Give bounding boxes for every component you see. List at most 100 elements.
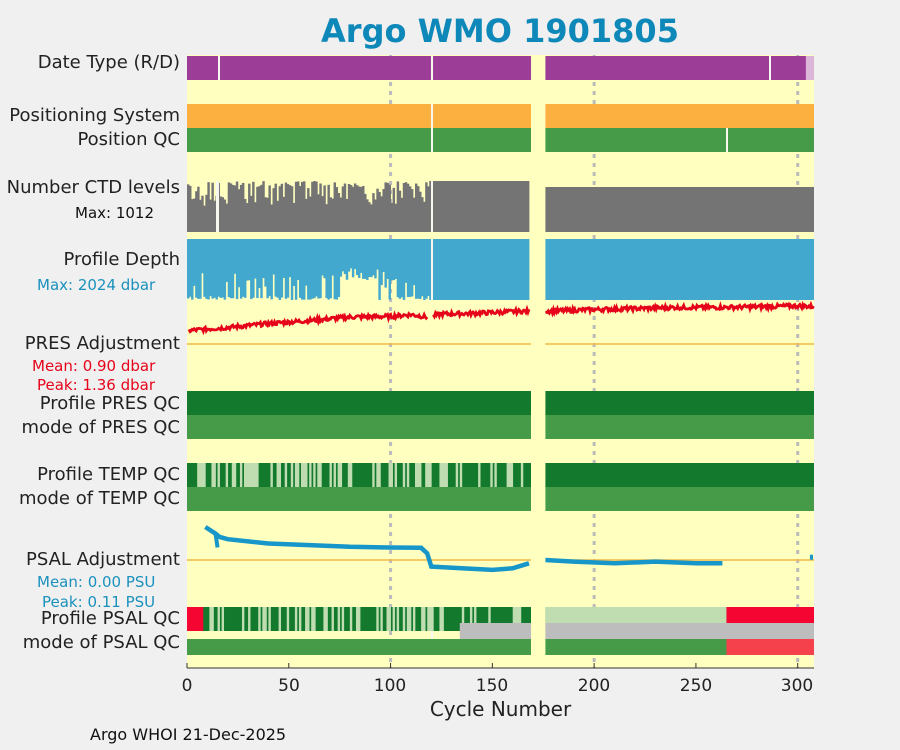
profile-depth-bar <box>235 239 239 300</box>
ctd-levels-bar <box>227 182 231 232</box>
psal-qc-stripe <box>248 607 251 631</box>
label-position-qc: Position QC <box>77 129 180 150</box>
ctd-levels-bar <box>201 195 204 232</box>
ctd-levels-bar <box>305 198 308 232</box>
profile-depth-bar <box>237 239 241 288</box>
profile-depth-bar <box>390 239 394 281</box>
label-profile-temp-qc: Profile TEMP QC <box>37 464 180 485</box>
ctd-levels-bar <box>317 194 320 232</box>
label-mode-pres-qc: mode of PRES QC <box>21 417 180 438</box>
data-gap-marker <box>431 181 433 232</box>
ctd-levels-bar <box>303 181 306 232</box>
ctd-levels-bar <box>482 181 485 232</box>
profile-depth-bar <box>362 239 365 279</box>
ctd-levels-bar <box>374 199 377 232</box>
profile-depth-bar <box>514 239 518 300</box>
profile-depth-bar <box>459 239 463 300</box>
ctd-levels-bar <box>309 196 312 232</box>
profile-depth-bar <box>512 239 516 300</box>
ctd-levels-bar <box>412 197 416 232</box>
profile-depth-bar <box>355 239 359 276</box>
ctd-levels-bar <box>445 181 448 232</box>
ctd-levels-bar <box>396 181 400 232</box>
profile-depth-bar <box>427 239 430 297</box>
profile-depth-bar <box>303 239 306 300</box>
profile-depth-bar <box>386 239 389 279</box>
profile-depth-bar <box>195 239 198 298</box>
temp-qc-stripe <box>445 463 448 487</box>
profile-depth-bar <box>467 239 471 300</box>
psal-qc-stripe <box>264 607 267 631</box>
temp-qc-stripe <box>301 463 304 487</box>
psal-qc-stripe <box>427 607 430 631</box>
ctd-levels-bar <box>298 185 302 232</box>
mode-temp-qc-bar <box>545 487 814 511</box>
ctd-levels-bar <box>282 196 286 232</box>
profile-depth-bar <box>284 239 288 299</box>
temp-qc-stripe <box>372 463 375 487</box>
ctd-levels-bar <box>288 185 292 232</box>
profile-depth-bar <box>315 239 318 297</box>
temp-qc-stripe <box>290 463 294 487</box>
profile-depth-bar <box>298 239 302 298</box>
plot-background <box>187 55 814 668</box>
ctd-levels-bar <box>435 181 438 232</box>
ctd-levels-bar <box>235 181 239 232</box>
psal-qc-stripe <box>349 607 353 631</box>
ctd-levels-bar <box>311 181 314 232</box>
profile-depth-bar <box>305 239 308 286</box>
profile-depth-bar <box>463 239 467 300</box>
psal-qc-stripe <box>341 607 345 631</box>
profile-depth-bar <box>217 239 220 297</box>
profile-depth-bar <box>239 239 243 299</box>
ctd-levels-bar <box>353 183 357 232</box>
ctd-levels-bar <box>472 181 475 232</box>
ctd-levels-bar <box>225 203 229 232</box>
temp-qc-stripe <box>276 463 279 487</box>
ctd-levels-bar <box>266 197 269 232</box>
label-profile-pres-qc: Profile PRES QC <box>39 393 180 414</box>
temp-qc-stripe <box>319 463 322 487</box>
profile-depth-bar <box>522 239 526 300</box>
ctd-levels-bar <box>197 186 200 232</box>
data-gap-marker <box>726 128 728 152</box>
ctd-levels-bar <box>241 182 245 232</box>
profile-depth-bar <box>201 239 204 274</box>
profile-depth-bar <box>480 239 483 300</box>
temp-qc-stripe <box>284 463 288 487</box>
temp-qc-stripe <box>231 463 235 487</box>
ctd-levels-bar <box>384 182 387 232</box>
ctd-levels-bar <box>388 184 391 232</box>
profile-depth-bar <box>498 239 501 300</box>
date-type-bar <box>545 56 814 80</box>
ctd-levels-bar <box>463 181 467 232</box>
ctd-levels-bar <box>345 198 349 232</box>
ctd-levels-bar <box>221 197 225 232</box>
ctd-levels-bar <box>315 181 318 232</box>
positioning-system-bar <box>187 104 532 128</box>
ctd-levels-bar <box>286 184 290 232</box>
profile-psal-qc-fail <box>187 607 204 631</box>
temp-qc-stripe <box>203 463 206 487</box>
profile-depth-bar <box>410 239 414 297</box>
ctd-levels-bar <box>256 186 259 232</box>
ctd-levels-bar <box>321 196 324 232</box>
temp-qc-stripe <box>217 463 220 487</box>
profile-depth-bar <box>406 239 410 297</box>
profile-depth-bar <box>372 239 375 276</box>
temp-qc-stripe <box>415 463 418 487</box>
profile-depth-bar <box>419 239 422 300</box>
ctd-levels-bar <box>205 194 208 232</box>
psal-qc-stripe <box>376 607 379 631</box>
profile-depth-bar <box>469 239 473 300</box>
psal-qc-stripe <box>488 607 491 631</box>
ctd-max-text: Max: 1012 <box>75 204 155 222</box>
label-positioning-system: Positioning System <box>9 105 180 126</box>
psal-qc-stripe <box>311 607 314 631</box>
ctd-levels-bar <box>455 181 459 232</box>
profile-depth-bar <box>490 239 493 300</box>
profile-depth-bar <box>396 239 400 298</box>
data-gap-marker <box>431 239 433 300</box>
profile-depth-bar <box>272 239 275 275</box>
profile-depth-bar <box>510 239 514 300</box>
